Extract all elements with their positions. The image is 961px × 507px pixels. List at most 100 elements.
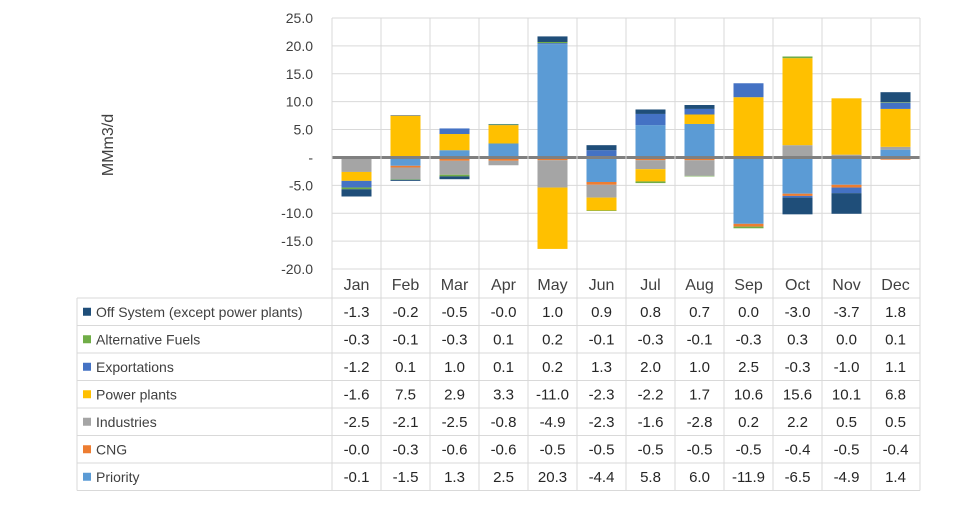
data-label: 0.5 xyxy=(885,414,906,431)
bar-segment xyxy=(880,102,911,103)
data-label: -2.5 xyxy=(442,414,468,431)
bar-segment xyxy=(782,56,813,59)
bar-segment xyxy=(390,165,421,168)
bar-segment xyxy=(439,128,470,135)
bar-segment xyxy=(537,36,568,42)
data-label: -0.2 xyxy=(393,304,419,321)
data-label: 10.6 xyxy=(734,386,763,403)
bar-segment xyxy=(733,223,764,227)
data-label: -0.6 xyxy=(491,441,517,458)
bar-segment xyxy=(341,187,372,190)
bar-segment xyxy=(341,158,372,172)
data-label: -0.1 xyxy=(344,469,370,486)
data-label: -2.2 xyxy=(638,386,664,403)
bar-segment xyxy=(586,210,617,211)
data-label: -0.3 xyxy=(344,331,370,348)
data-label: -0.0 xyxy=(344,441,370,458)
bar-segment xyxy=(439,176,470,180)
data-label: 0.2 xyxy=(738,414,759,431)
bar-segment xyxy=(341,189,372,197)
bar-segment xyxy=(635,125,666,158)
data-label: 20.3 xyxy=(538,469,567,486)
data-label: 1.4 xyxy=(885,469,906,486)
data-label: 7.5 xyxy=(395,386,416,403)
bar-segment xyxy=(390,115,421,116)
data-label: 1.7 xyxy=(689,386,710,403)
category-label: Jul xyxy=(640,277,660,294)
data-label: 1.3 xyxy=(591,359,612,376)
data-label: -0.4 xyxy=(883,441,909,458)
bar-segment xyxy=(782,157,813,194)
bar-segment xyxy=(439,150,470,158)
data-label: 6.0 xyxy=(689,469,710,486)
data-label: -0.3 xyxy=(785,359,811,376)
data-label: -11.9 xyxy=(732,469,765,486)
data-label: -0.4 xyxy=(785,441,811,458)
data-label: 0.1 xyxy=(493,359,514,376)
category-label: Sep xyxy=(734,277,763,294)
category-label: Nov xyxy=(832,277,860,294)
bar-segment xyxy=(488,125,519,144)
legend-swatch xyxy=(83,307,91,316)
data-label: -1.3 xyxy=(344,304,370,321)
legend-swatch xyxy=(83,362,91,371)
data-label: 10.1 xyxy=(832,386,861,403)
bar-segment xyxy=(586,197,617,211)
bar-segment xyxy=(831,187,862,194)
data-label: -0.5 xyxy=(442,304,468,321)
y-tick-label: -5.0 xyxy=(289,177,313,193)
data-label: -0.5 xyxy=(834,441,860,458)
bar-segment xyxy=(537,160,568,188)
data-label: -1.5 xyxy=(393,469,419,486)
data-label: -2.1 xyxy=(393,414,419,431)
data-label: -3.7 xyxy=(834,304,860,321)
data-label: 0.8 xyxy=(640,304,661,321)
category-label: Aug xyxy=(685,277,713,294)
data-label: 1.3 xyxy=(444,469,465,486)
y-tick-label: -15.0 xyxy=(281,233,313,249)
data-label: 1.8 xyxy=(885,304,906,321)
data-label: -0.3 xyxy=(638,331,664,348)
bar-segment xyxy=(341,171,372,181)
y-tick-label: -20.0 xyxy=(281,261,313,277)
category-label: Dec xyxy=(881,277,909,294)
bar-segment xyxy=(880,102,911,109)
bar-segment xyxy=(831,98,862,155)
bar-segment xyxy=(488,123,519,125)
bar-segment xyxy=(488,157,519,161)
bar-segment xyxy=(880,92,911,103)
data-table: Jan Feb Mar Apr May Jun Jul Aug Sep Oct Nov Dec Off … xyxy=(76,18,921,491)
data-label: -2.3 xyxy=(589,414,615,431)
legend-entry: CNG xyxy=(96,441,127,457)
bar-segment xyxy=(782,193,813,196)
data-label: -0.5 xyxy=(638,441,664,458)
bar-segment xyxy=(831,193,862,214)
bar-segment xyxy=(733,83,764,98)
bar-segment xyxy=(488,124,519,126)
y-axis-label: MMm3/d xyxy=(100,114,117,176)
bar-segment xyxy=(488,143,519,158)
y-tick-label: 25.0 xyxy=(286,10,313,26)
data-label: 6.8 xyxy=(885,386,906,403)
legend-swatch xyxy=(83,417,91,426)
data-label: 0.0 xyxy=(836,331,857,348)
bar-segment xyxy=(831,157,862,185)
bar-segment xyxy=(537,41,568,44)
bar-segment xyxy=(684,160,715,176)
bar-segment xyxy=(586,150,617,158)
bar-segment xyxy=(733,157,764,224)
data-label: -3.0 xyxy=(785,304,811,321)
bar-segment xyxy=(831,184,862,188)
legend-swatch xyxy=(83,335,91,344)
data-label: -2.3 xyxy=(589,386,615,403)
legend-entry: Power plants xyxy=(96,386,177,402)
bar-segment xyxy=(880,149,911,158)
category-label: Jan xyxy=(344,277,370,294)
bar-segment xyxy=(439,174,470,177)
data-label: -4.9 xyxy=(540,414,566,431)
bars xyxy=(341,36,911,249)
bar-segment xyxy=(880,146,911,150)
bar-segment xyxy=(635,181,666,184)
data-label: -4.9 xyxy=(834,469,860,486)
legend-entry: Off System (except power plants) xyxy=(96,304,303,320)
